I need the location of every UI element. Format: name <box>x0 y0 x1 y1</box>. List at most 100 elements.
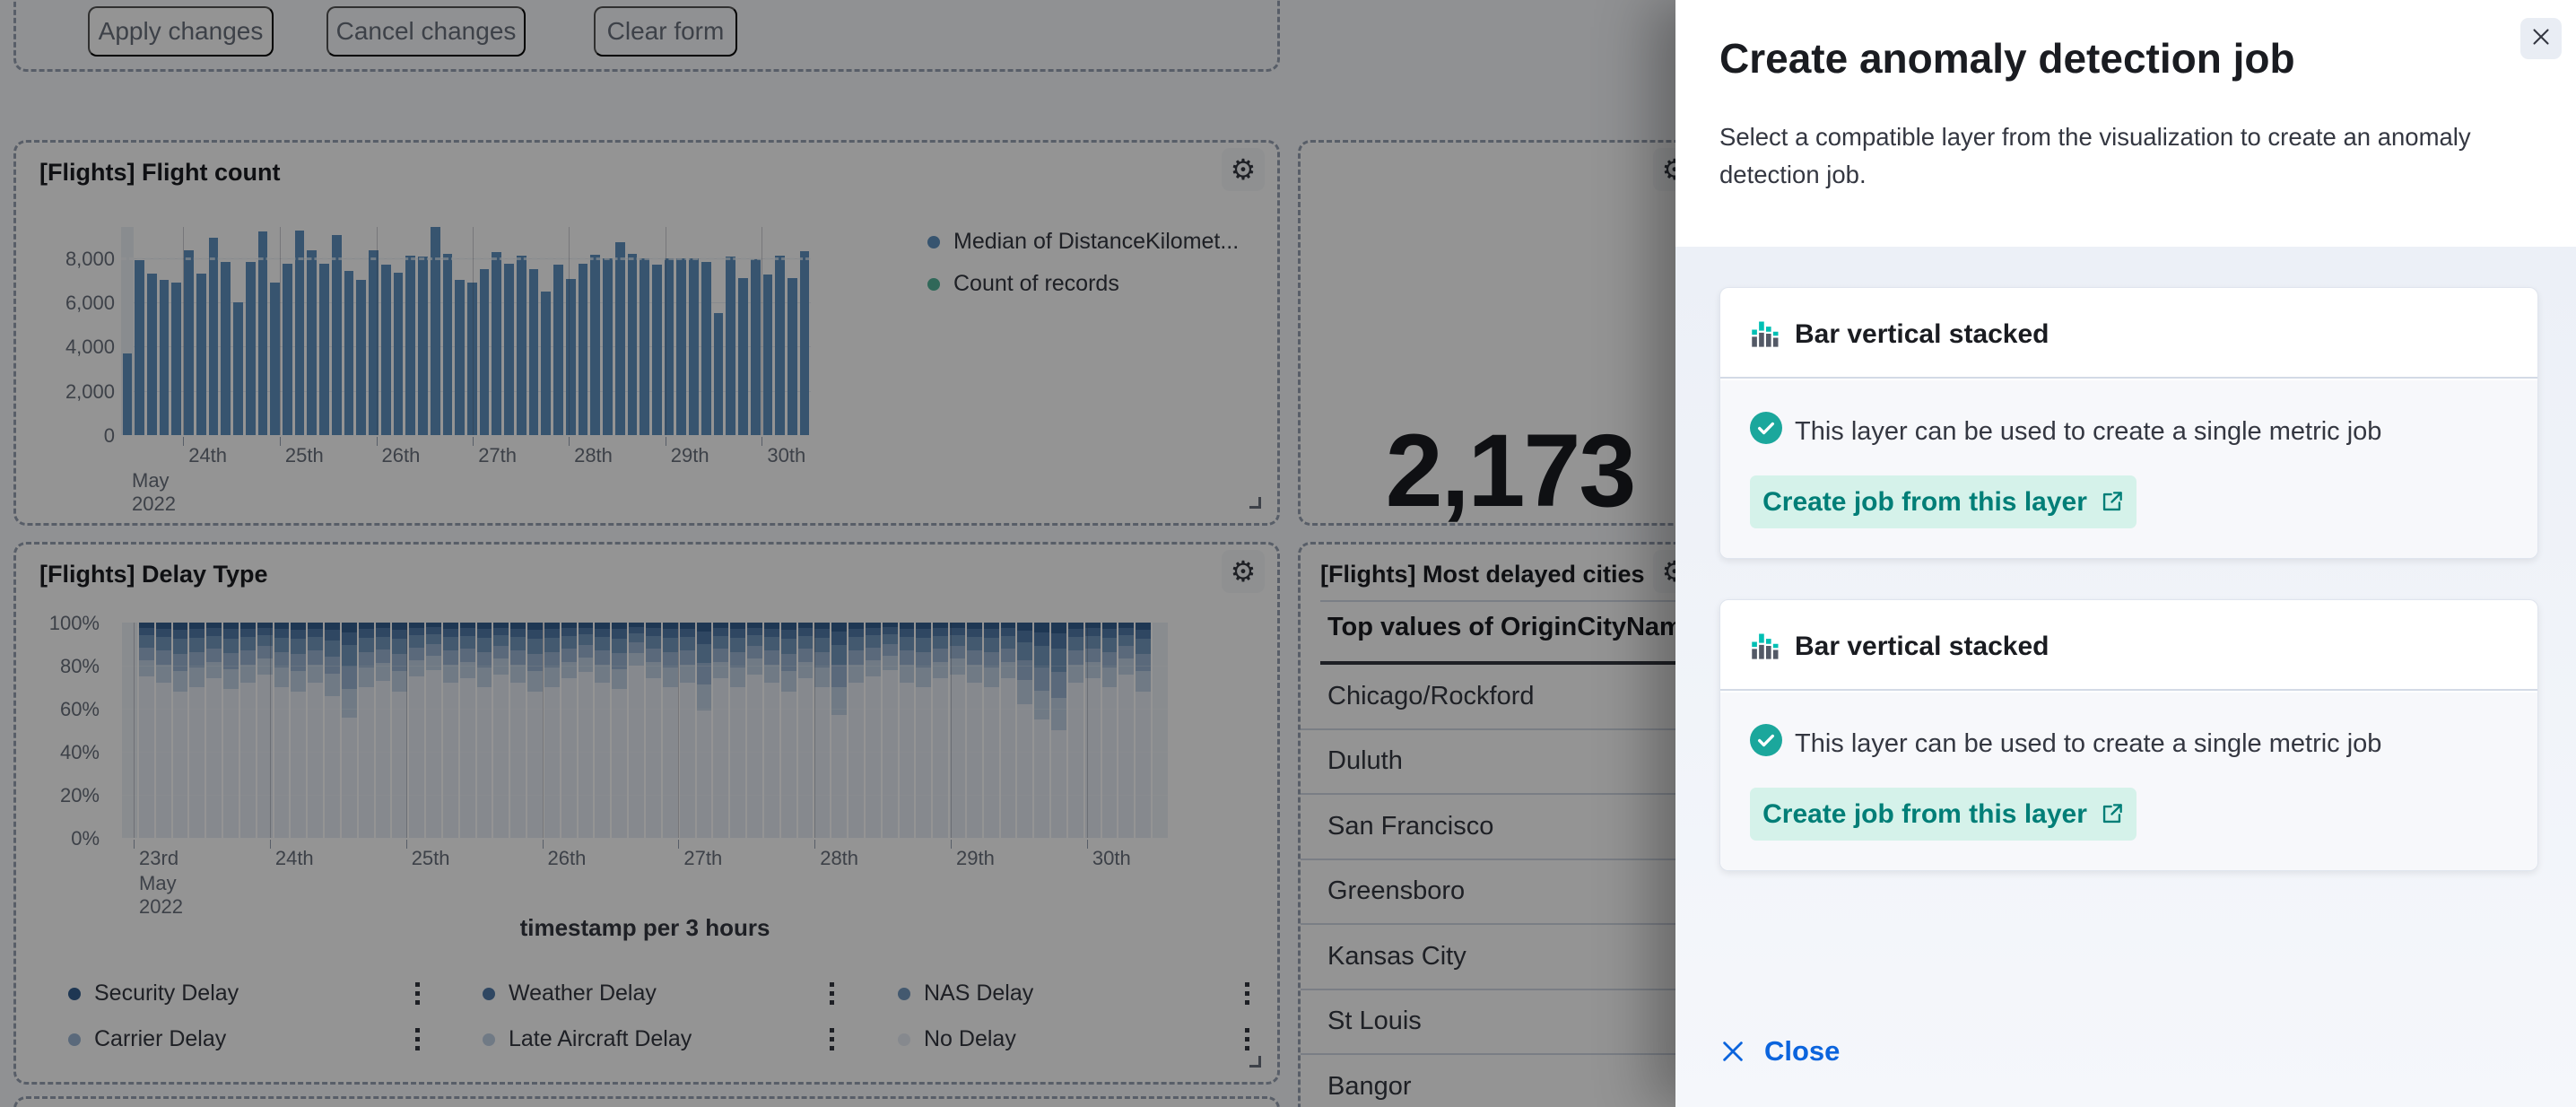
flight-count-legend: Median of DistanceKilomet... Count of rec… <box>927 229 1239 297</box>
panel-settings-button[interactable]: ⚙ <box>1222 148 1265 191</box>
legend-dot-icon <box>483 1033 495 1046</box>
flight-bar <box>516 256 527 435</box>
layer-card-1: Bar vertical stacked This layer can be u… <box>1719 287 2538 559</box>
legend-item[interactable]: NAS Delay <box>898 977 1257 1010</box>
flight-bar <box>479 268 490 435</box>
flight-bar <box>122 353 133 435</box>
flight-bar <box>738 277 748 435</box>
legend-item[interactable]: Carrier Delay <box>68 1023 427 1056</box>
apply-changes-button[interactable]: Apply changes <box>88 6 274 57</box>
legend-dot-icon <box>898 1033 910 1046</box>
flight-bar <box>307 249 318 435</box>
layer-card-header: Bar vertical stacked <box>1720 288 2537 379</box>
flight-bar <box>614 242 625 435</box>
flight-bar <box>713 313 724 435</box>
close-icon <box>1719 1038 1746 1065</box>
legend-item[interactable]: No Delay <box>898 1023 1257 1056</box>
legend-actions-button[interactable] <box>1238 977 1257 1010</box>
flight-x-axis: 24th 25th 26th 27th 28th 29th 30th May 2022 <box>121 437 811 536</box>
table-divider <box>1320 600 1719 602</box>
flight-bar <box>319 263 329 435</box>
flight-bar <box>689 257 699 435</box>
legend-actions-button[interactable] <box>408 977 427 1010</box>
layer-card-title: Bar vertical stacked <box>1795 632 2049 661</box>
flight-bar <box>257 231 268 435</box>
flight-count-panel: [Flights] Flight count ⚙ 0 2,000 4,000 6,00… <box>13 140 1280 526</box>
flight-bar <box>369 249 379 435</box>
panel-resize-handle[interactable] <box>1249 1056 1261 1068</box>
flight-bar <box>775 256 786 435</box>
flight-bar <box>393 272 404 435</box>
flight-bar <box>146 273 157 435</box>
flight-bar <box>553 264 563 435</box>
table-column-header[interactable]: Top values of OriginCityName <box>1327 613 1697 641</box>
clear-form-button[interactable]: Clear form <box>594 6 737 57</box>
panel-resize-handle[interactable] <box>1249 497 1261 509</box>
flight-bar <box>799 251 810 435</box>
layer-card-title: Bar vertical stacked <box>1795 319 2049 349</box>
flight-bar <box>233 301 243 435</box>
legend-actions-button[interactable] <box>822 1023 841 1056</box>
flight-bar <box>405 256 416 435</box>
legend-actions-button[interactable] <box>1238 1023 1257 1056</box>
flyout-close-button[interactable] <box>2520 18 2562 59</box>
table-header-border <box>1320 661 1719 665</box>
delayed-cities-rows: Chicago/Rockford Duluth San Francisco Green… <box>1301 665 1719 1107</box>
cancel-changes-button[interactable]: Cancel changes <box>326 6 526 57</box>
create-job-from-layer-button[interactable]: Create job from this layer <box>1750 475 2137 528</box>
flight-bar <box>640 257 649 435</box>
flight-bar <box>270 282 280 435</box>
flight-bar <box>380 264 391 435</box>
flight-bar <box>541 291 552 435</box>
flight-y-axis: 0 2,000 4,000 6,000 8,000 <box>65 247 115 447</box>
flight-bar <box>331 234 342 435</box>
delay-x-axis-title: timestamp per 3 hours <box>519 914 770 941</box>
delay-type-panel: [Flights] Delay Type ⚙ 0% 20% 40% 60% 80% 100… <box>13 542 1280 1085</box>
flight-bar <box>221 262 231 435</box>
flight-bar <box>283 263 292 435</box>
bar-vertical-stacked-icon <box>1752 321 1779 347</box>
flight-bar <box>184 249 194 435</box>
legend-item[interactable]: Median of DistanceKilomet... <box>927 229 1239 255</box>
table-row: San Francisco <box>1301 795 1719 860</box>
most-delayed-cities-panel: [Flights] Most delayed cities ⚙ Top valu… <box>1298 542 1722 1107</box>
legend-item[interactable]: Security Delay <box>68 977 427 1010</box>
flight-count-plot <box>121 227 811 435</box>
delay-y-axis: 0% 20% 40% 60% 80% 100% <box>48 612 100 850</box>
delay-x-axis: 23rd 24th 25th 26th 27th 28th 29th 30th May 2022 <box>121 840 1169 938</box>
legend-actions-button[interactable] <box>822 977 841 1010</box>
flyout-body: Bar vertical stacked This layer can be u… <box>1675 247 2576 1107</box>
flight-bar <box>492 252 502 435</box>
flight-bar <box>664 257 674 435</box>
check-in-circle-icon <box>1750 412 1782 449</box>
flight-bar <box>245 262 256 435</box>
create-anomaly-job-flyout: Create anomaly detection job Select a co… <box>1675 0 2576 1107</box>
legend-item[interactable]: Weather Delay <box>483 977 841 1010</box>
flyout-close-footer-button[interactable]: Close <box>1719 1035 1840 1068</box>
flight-bar <box>726 257 736 435</box>
flight-bar <box>455 280 465 435</box>
check-in-circle-icon <box>1750 724 1782 761</box>
legend-item[interactable]: Late Aircraft Delay <box>483 1023 841 1056</box>
flight-bar <box>578 263 588 435</box>
table-row: Bangor <box>1301 1055 1719 1107</box>
table-row: Chicago/Rockford <box>1301 665 1719 730</box>
legend-dot-icon <box>483 987 495 1000</box>
table-row: St Louis <box>1301 990 1719 1055</box>
flight-bar <box>356 280 367 435</box>
flight-bar <box>171 282 182 435</box>
flyout-title: Create anomaly detection job <box>1719 35 2295 82</box>
form-controls-panel: Apply changes Cancel changes Clear form <box>13 0 1280 72</box>
legend-item[interactable]: Count of records <box>927 271 1239 297</box>
table-row: Duluth <box>1301 730 1719 795</box>
panel-title: [Flights] Delay Type <box>39 561 268 588</box>
flight-bar <box>418 257 428 435</box>
flight-bar <box>294 230 305 435</box>
create-job-from-layer-button[interactable]: Create job from this layer <box>1750 788 2137 841</box>
close-icon <box>2530 26 2552 52</box>
layer-card-body: This layer can be used to create a singl… <box>1720 693 2537 870</box>
gear-icon: ⚙ <box>1230 153 1257 186</box>
flight-bar <box>676 257 687 435</box>
legend-actions-button[interactable] <box>408 1023 427 1056</box>
panel-settings-button[interactable]: ⚙ <box>1222 550 1265 593</box>
